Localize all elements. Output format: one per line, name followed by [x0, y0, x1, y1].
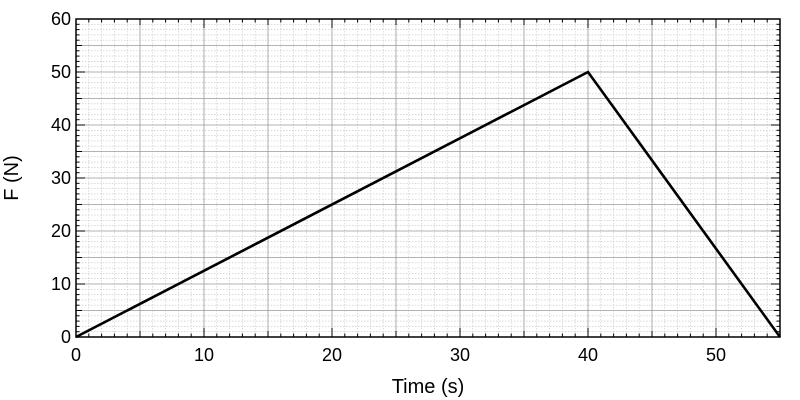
y-tick-label: 50 [51, 62, 71, 82]
x-tick-label: 40 [578, 345, 598, 365]
y-tick-label: 30 [51, 168, 71, 188]
y-tick-label: 60 [51, 9, 71, 29]
x-axis-label: Time (s) [392, 376, 465, 398]
y-tick-label: 40 [51, 115, 71, 135]
major-grid [75, 18, 781, 338]
y-tick-labels: 0 10 20 30 40 50 60 [51, 9, 71, 347]
y-tick-label: 20 [51, 221, 71, 241]
y-tick-label: 0 [61, 327, 71, 347]
x-tick-label: 20 [322, 345, 342, 365]
series-layer [75, 70, 782, 339]
x-tick-label: 50 [706, 345, 726, 365]
series-line [75, 70, 782, 339]
y-axis-label: F (N) [1, 155, 23, 201]
x-tick-label: 0 [71, 345, 81, 365]
axis-ticks [75, 18, 781, 338]
x-tick-labels: 0 10 20 30 40 50 [71, 345, 726, 365]
x-tick-label: 10 [194, 345, 214, 365]
x-tick-label: 30 [450, 345, 470, 365]
y-tick-label: 10 [51, 274, 71, 294]
